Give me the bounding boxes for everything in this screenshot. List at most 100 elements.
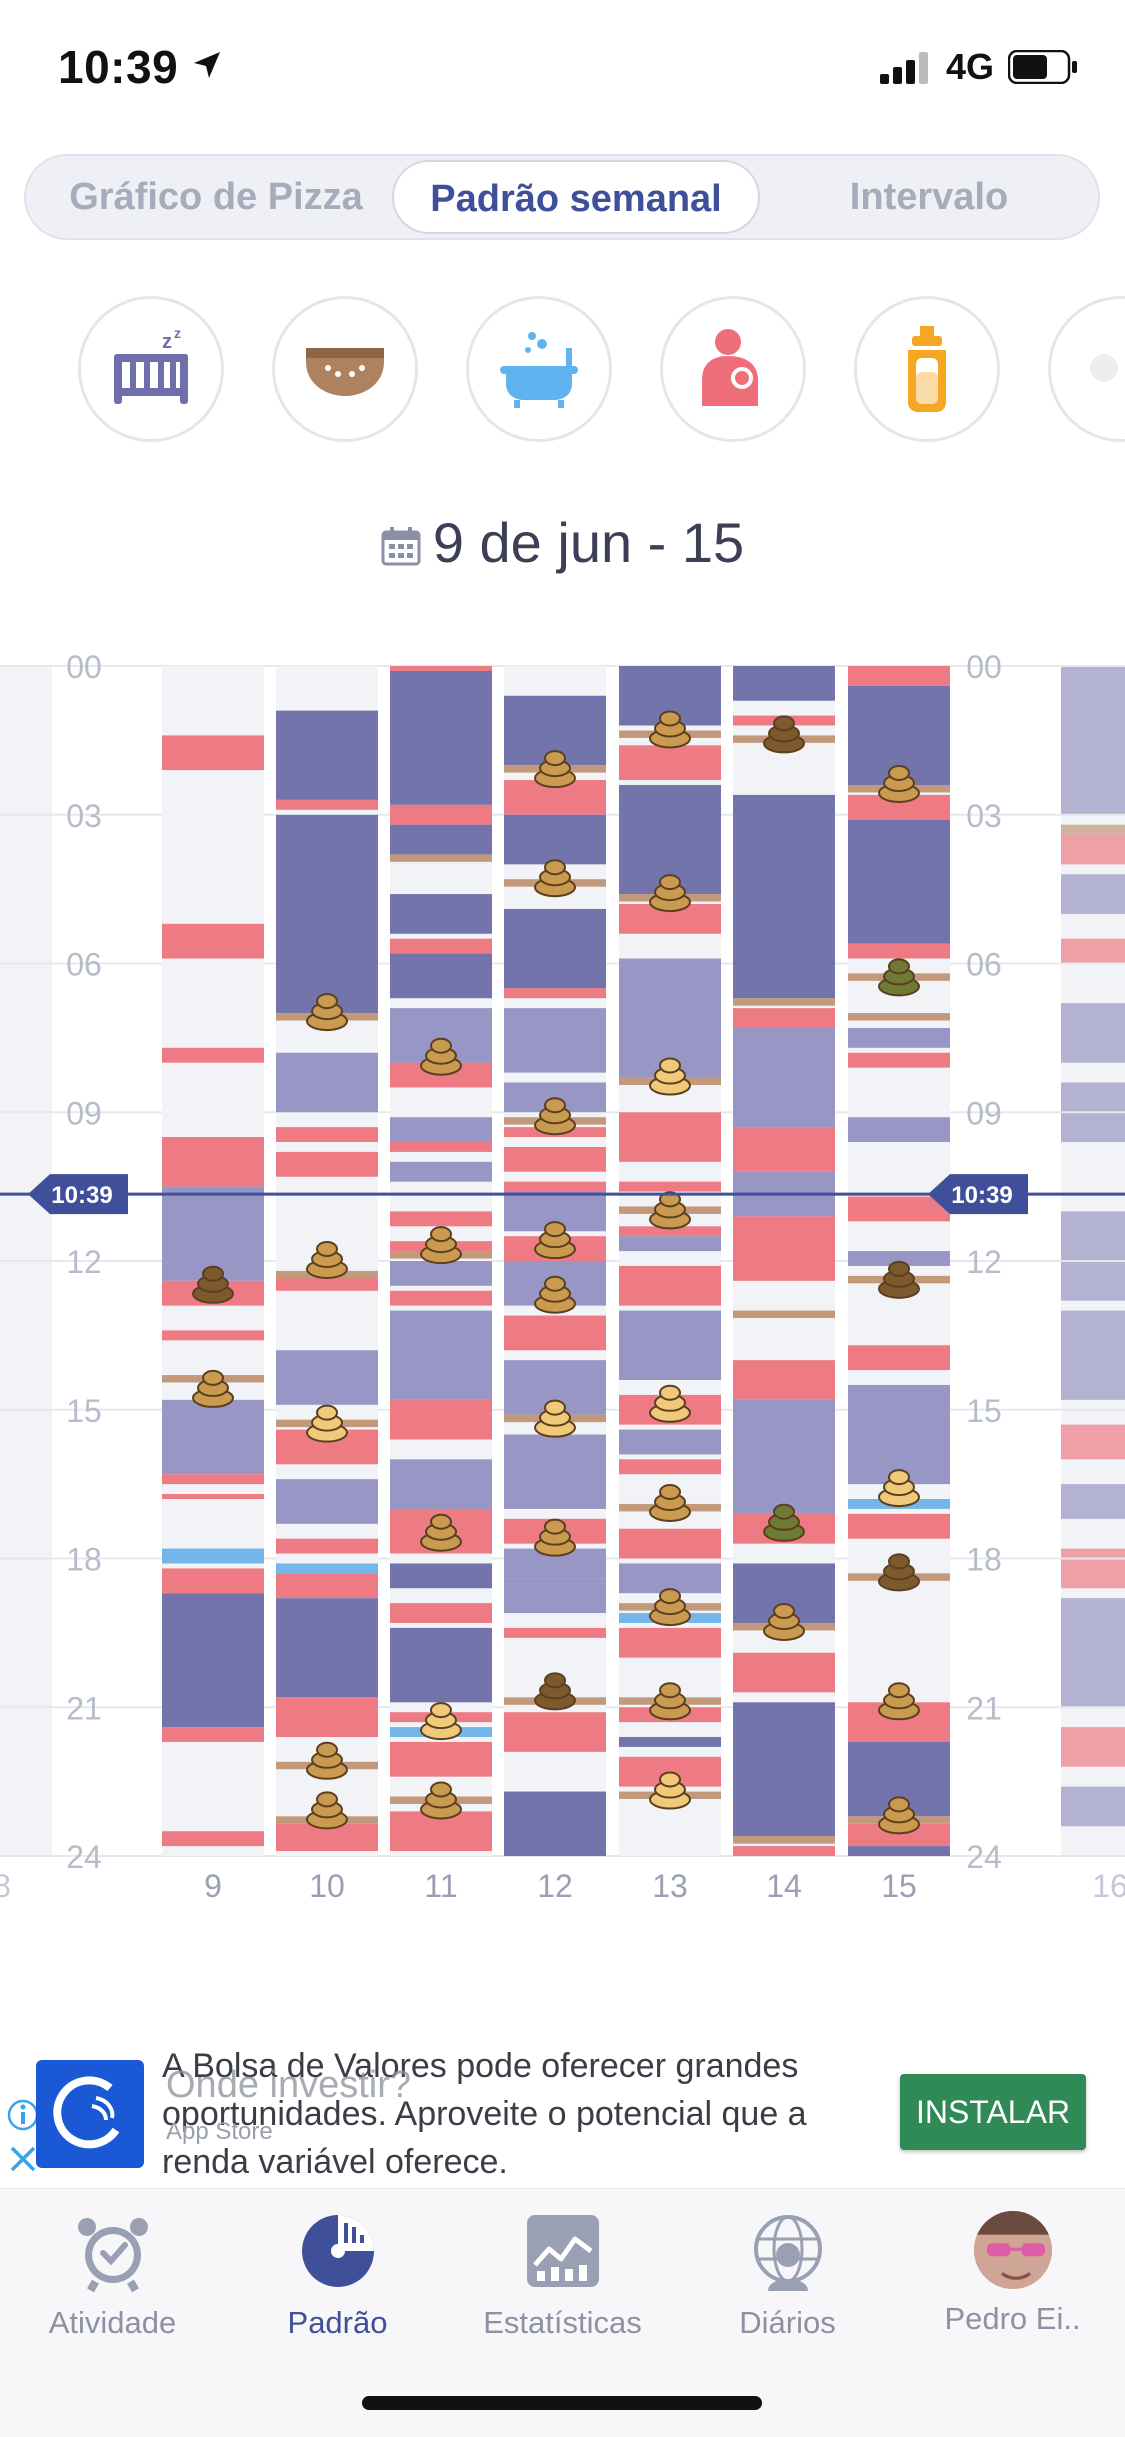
nav-activity[interactable]: Atividade — [0, 2209, 225, 2341]
event-bar-feed — [848, 1345, 950, 1371]
event-bar-diaper — [733, 1836, 835, 1844]
pattern-icon — [301, 2215, 374, 2287]
network-type: 4G — [946, 46, 995, 87]
breastfeeding-icon[interactable] — [660, 296, 806, 442]
nav-pattern-label: Padrão — [287, 2305, 388, 2340]
nav-profile[interactable]: Pedro Ei.. — [900, 2209, 1125, 2337]
ad-info-icon[interactable] — [6, 2098, 40, 2132]
event-bar-feed — [848, 1823, 950, 1847]
diaper-icon[interactable] — [272, 296, 418, 442]
event-bar-feed — [390, 1211, 492, 1227]
event-bar-sleep_dark — [848, 1846, 950, 1856]
date-range-text: 9 de jun - 15 — [432, 511, 745, 574]
bath-icon[interactable] — [466, 296, 612, 442]
event-bar-sleep_dark — [390, 1563, 492, 1589]
event-bar-feed — [504, 1712, 606, 1752]
poop-icon-part — [888, 1553, 910, 1570]
next-week-peek-bar — [1061, 824, 1125, 835]
event-bar-feed — [162, 1494, 264, 1500]
event-bar-feed — [733, 1216, 835, 1281]
event-bar-feed — [733, 1008, 835, 1028]
event-bar-sleep_light — [848, 1117, 950, 1142]
ad-app-logo[interactable] — [36, 2060, 144, 2168]
poop-icon — [878, 1469, 920, 1508]
now-label-right: 10:39 — [951, 1182, 1012, 1209]
event-bar-feed — [848, 1513, 950, 1539]
hour-label-right: 06 — [966, 947, 1002, 983]
event-bar-sleep_dark — [276, 710, 378, 800]
hour-label-right: 21 — [966, 1690, 1002, 1726]
poop-icon-part — [888, 1682, 910, 1699]
event-bar-sleep_light — [504, 1578, 606, 1614]
calendar-icon — [381, 527, 421, 566]
poop-icon-part — [202, 1369, 224, 1386]
now-marker-right — [928, 1174, 1028, 1215]
poop-icon-part — [773, 715, 795, 732]
signal-icon — [880, 52, 928, 84]
event-bar-sleep_light — [276, 1052, 378, 1113]
poop-icon — [534, 1097, 576, 1136]
poop-icon — [763, 1602, 805, 1641]
event-bar-feed — [733, 1846, 835, 1856]
nav-activity-label: Atividade — [48, 2305, 177, 2340]
poop-icon-part — [316, 1404, 338, 1421]
event-bar-sleep_light — [619, 1429, 721, 1455]
nav-pattern[interactable]: Padrão — [225, 2209, 450, 2341]
tab-weekly-pattern[interactable]: Padrão semanal — [392, 160, 760, 234]
event-bar-bath — [276, 1563, 378, 1574]
poop-icon — [420, 1037, 462, 1076]
event-bar-sleep_dark — [390, 670, 492, 805]
next-week-peek-bar — [1061, 834, 1125, 865]
day-label-10: 10 — [309, 1868, 345, 1904]
bottle-icon[interactable] — [854, 296, 1000, 442]
event-bar-feed — [733, 1360, 835, 1400]
poop-icon — [534, 1672, 576, 1711]
poop-icon — [649, 1191, 691, 1230]
tab-pie-chart[interactable]: Gráfico de Pizza — [69, 176, 363, 218]
day-label-12: 12 — [537, 1868, 573, 1904]
event-bar-sleep_light — [733, 1399, 835, 1514]
tab-interval[interactable]: Intervalo — [849, 176, 1009, 218]
event-bar-feed — [390, 804, 492, 825]
ad-install-button[interactable]: INSTALAR — [900, 2074, 1086, 2150]
poop-icon — [649, 1588, 691, 1627]
weekly-pattern-chart[interactable]: 9 10 11 12 13 14 15 00 00 03 03 06 06 09 09 12 12 15 15 18 1… — [0, 640, 1125, 1920]
poop-icon — [192, 1369, 234, 1408]
poop-icon-part — [544, 1399, 566, 1416]
event-bar-sleep_light — [390, 1161, 492, 1182]
poop-icon — [649, 1682, 691, 1721]
poop-icon-part — [659, 1588, 681, 1605]
prev-day-label: 8 — [0, 1868, 11, 1904]
poop-icon-part — [773, 1503, 795, 1520]
crib-sleep-icon[interactable]: z z — [78, 296, 224, 442]
hour-label-right: 18 — [966, 1542, 1002, 1578]
event-bar-sleep_light — [619, 1310, 721, 1380]
event-bar-diaper — [848, 1013, 950, 1021]
event-bar-sleep_dark — [733, 1702, 835, 1837]
poop-icon-part — [659, 1682, 681, 1699]
stats-chart-icon — [526, 2215, 599, 2287]
hour-label-left: 06 — [66, 947, 102, 983]
date-range-title[interactable]: 9 de jun - 15 — [0, 510, 1125, 575]
event-bar-feed — [162, 1727, 264, 1742]
hour-label-right: 00 — [966, 649, 1002, 685]
poop-icon — [534, 750, 576, 789]
event-bar-feed — [276, 1275, 378, 1291]
hour-label-left: 24 — [66, 1839, 102, 1875]
hour-label-left: 00 — [66, 649, 102, 685]
ad-logo-mark-icon — [53, 2076, 120, 2149]
poop-icon-part — [202, 1265, 224, 1282]
nav-statistics[interactable]: Estatísticas — [450, 2209, 675, 2341]
poop-icon — [763, 1503, 805, 1542]
poop-icon-part — [659, 874, 681, 891]
poop-icon — [534, 1275, 576, 1314]
ad-text[interactable]: A Bolsa de Valores pode oferecer grandes… — [162, 2047, 807, 2181]
ad-close-icon[interactable] — [6, 2142, 40, 2176]
hour-label-left: 12 — [66, 1244, 102, 1280]
partial-next-icon[interactable] — [1048, 296, 1125, 442]
event-bar-sleep_dark — [390, 1627, 492, 1703]
nav-journals[interactable]: Diários — [675, 2209, 900, 2341]
now-label-left: 10:39 — [51, 1182, 112, 1209]
poop-icon — [878, 1553, 920, 1592]
event-bar-sleep_dark — [504, 908, 606, 989]
